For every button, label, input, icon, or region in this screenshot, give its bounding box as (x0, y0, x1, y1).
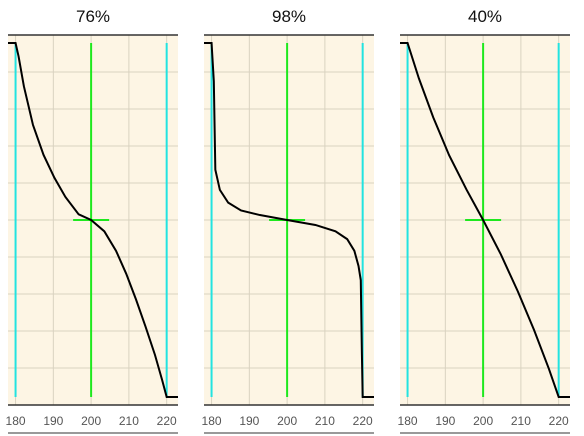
panel-title: 76% (76, 7, 110, 26)
x-tick-label: 200 (277, 414, 297, 428)
x-tick-label: 190 (239, 414, 259, 428)
panel-title: 98% (272, 7, 306, 26)
panel-title: 40% (468, 7, 502, 26)
chart-panel-1: 76% 180 190 200 210 220 (6, 7, 178, 434)
distribution-curve (8, 42, 178, 398)
chart-panel-3: 40% 180 190 200 210 220 (398, 7, 570, 434)
distribution-curve (204, 42, 374, 398)
distribution-curve (400, 42, 570, 398)
chart-panel-2: 98% 180 190 200 210 220 (202, 7, 374, 434)
x-tick-label: 210 (511, 414, 531, 428)
x-tick-label: 200 (81, 414, 101, 428)
x-tick-label: 220 (157, 414, 177, 428)
x-tick-label: 220 (549, 414, 569, 428)
x-tick-label: 190 (43, 414, 63, 428)
x-tick-label: 180 (398, 414, 418, 428)
x-tick-label: 210 (119, 414, 139, 428)
x-tick-label: 180 (6, 414, 26, 428)
x-tick-label: 200 (473, 414, 493, 428)
x-tick-label: 210 (315, 414, 335, 428)
x-tick-label: 220 (353, 414, 373, 428)
x-tick-label: 190 (435, 414, 455, 428)
x-tick-label: 180 (202, 414, 222, 428)
